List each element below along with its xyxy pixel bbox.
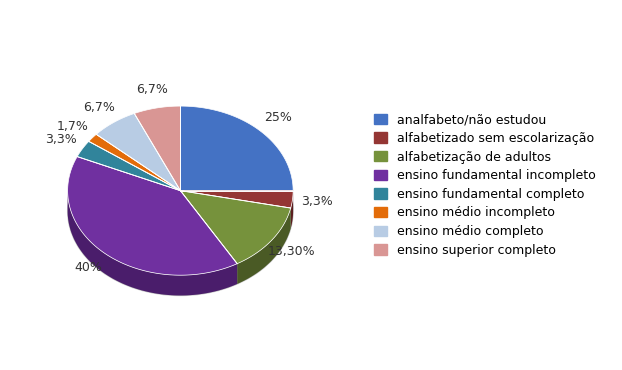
Text: 13,30%: 13,30% xyxy=(268,245,316,258)
Polygon shape xyxy=(68,191,237,296)
Polygon shape xyxy=(180,191,293,208)
Polygon shape xyxy=(77,141,180,191)
Text: 40%: 40% xyxy=(75,261,103,274)
Polygon shape xyxy=(180,191,290,264)
Polygon shape xyxy=(89,134,180,191)
Text: 6,7%: 6,7% xyxy=(83,101,115,114)
Polygon shape xyxy=(237,208,290,284)
Legend: analfabeto/não estudou, alfabetizado sem escolarização, alfabetização de adultos: analfabeto/não estudou, alfabetizado sem… xyxy=(374,113,595,257)
Polygon shape xyxy=(180,106,293,191)
Text: 6,7%: 6,7% xyxy=(136,83,167,96)
Polygon shape xyxy=(290,191,293,228)
Polygon shape xyxy=(134,106,180,191)
Text: 3,3%: 3,3% xyxy=(45,133,77,146)
Ellipse shape xyxy=(68,127,293,296)
Text: 1,7%: 1,7% xyxy=(57,120,89,132)
Text: 3,3%: 3,3% xyxy=(301,195,333,208)
Polygon shape xyxy=(68,157,237,275)
Polygon shape xyxy=(96,114,180,191)
Text: 25%: 25% xyxy=(264,111,292,124)
